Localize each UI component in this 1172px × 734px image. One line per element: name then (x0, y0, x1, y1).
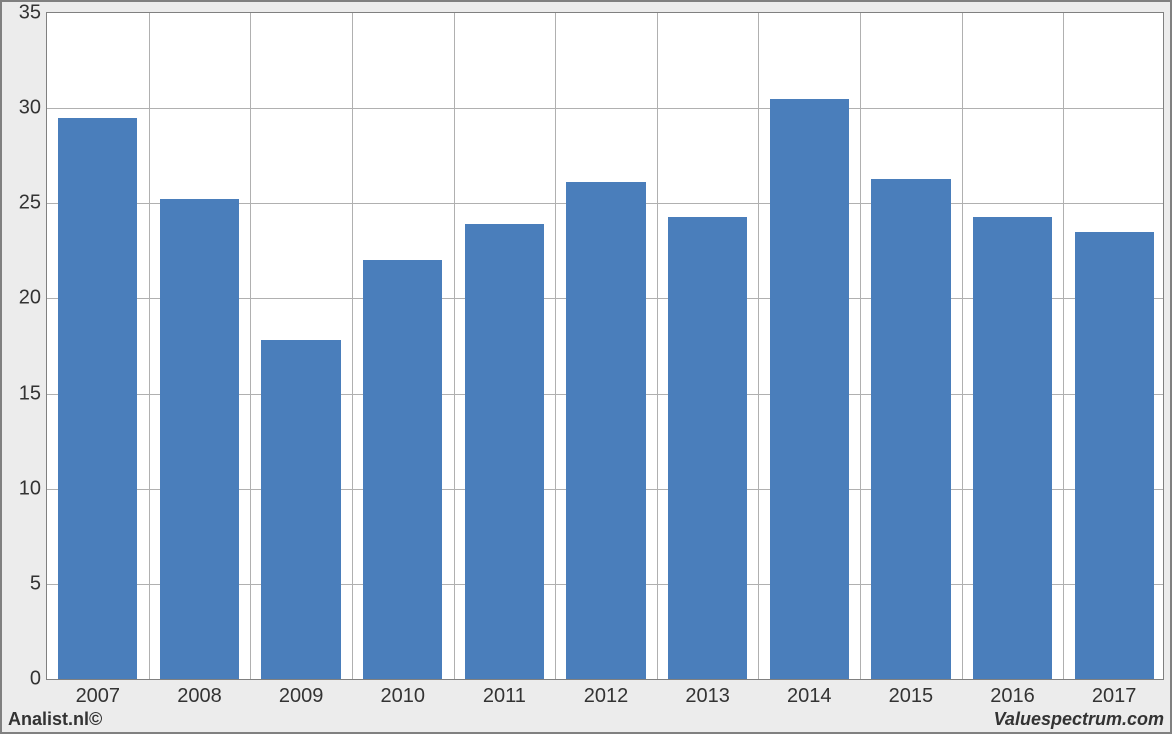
bar (566, 182, 645, 679)
y-tick-label: 5 (30, 572, 47, 595)
gridline-vertical (962, 13, 963, 679)
bar (668, 217, 747, 679)
x-tick-label: 2014 (787, 679, 832, 708)
gridline-vertical (352, 13, 353, 679)
x-tick-label: 2013 (685, 679, 730, 708)
x-tick-label: 2012 (584, 679, 629, 708)
bar (465, 224, 544, 679)
gridline-vertical (657, 13, 658, 679)
bar (58, 118, 137, 679)
y-tick-label: 10 (19, 477, 47, 500)
y-tick-label: 25 (19, 192, 47, 215)
gridline-vertical (555, 13, 556, 679)
y-tick-label: 0 (30, 668, 47, 691)
y-tick-label: 30 (19, 97, 47, 120)
footer-left-text: Analist.nl© (8, 709, 102, 730)
gridline-vertical (758, 13, 759, 679)
x-tick-label: 2007 (76, 679, 121, 708)
y-tick-label: 35 (19, 2, 47, 25)
bar (363, 260, 442, 679)
bar (770, 99, 849, 679)
bar (261, 340, 340, 679)
footer-right-text: Valuespectrum.com (994, 709, 1164, 730)
gridline-vertical (454, 13, 455, 679)
gridline-vertical (1063, 13, 1064, 679)
chart-frame: 0 5 10 15 20 25 30 35 2007 2008 2009 2010 2011 2012 20… (0, 0, 1172, 734)
x-tick-label: 2017 (1092, 679, 1137, 708)
gridline-horizontal (47, 108, 1163, 109)
bar (973, 217, 1052, 679)
x-tick-label: 2011 (483, 679, 526, 708)
x-tick-label: 2008 (177, 679, 222, 708)
gridline-vertical (860, 13, 861, 679)
x-tick-label: 2009 (279, 679, 324, 708)
bar (871, 179, 950, 679)
bar (1075, 232, 1154, 679)
gridline-vertical (149, 13, 150, 679)
x-tick-label: 2016 (990, 679, 1035, 708)
plot-area: 0510152025303520072008200920102011201220… (46, 12, 1164, 680)
bar (160, 199, 239, 679)
x-tick-label: 2010 (380, 679, 425, 708)
gridline-vertical (250, 13, 251, 679)
x-tick-label: 2015 (889, 679, 934, 708)
y-tick-label: 15 (19, 382, 47, 405)
y-tick-label: 20 (19, 287, 47, 310)
